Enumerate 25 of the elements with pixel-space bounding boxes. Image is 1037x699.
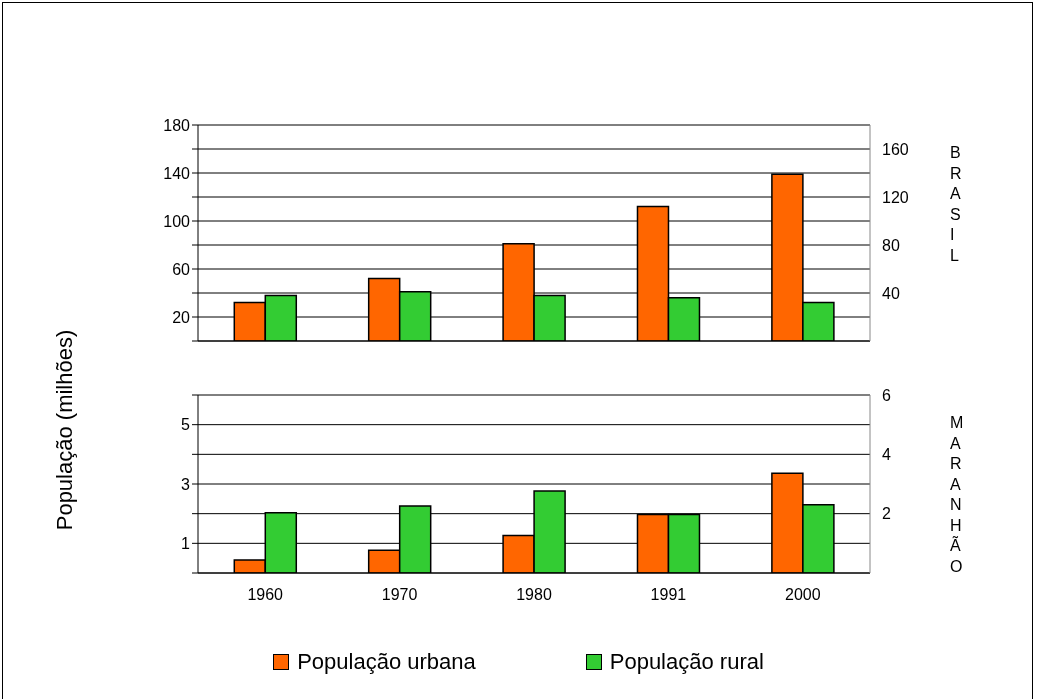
y2-tick-label: 80 [882, 236, 900, 254]
y-axis-title: População (milhões) [52, 329, 78, 531]
y2-tick-label: 120 [882, 188, 909, 206]
y-tick-label: 20 [172, 308, 191, 326]
y2-tick-label: 160 [882, 140, 909, 158]
x-tick-label: 1960 [247, 586, 284, 604]
x-tick-label: 1991 [650, 586, 687, 604]
y-tick-label: 140 [163, 164, 191, 182]
y2-tick-label: 6 [882, 386, 891, 404]
x-tick-label: 1980 [516, 586, 552, 604]
y-tick-label: 3 [181, 475, 191, 493]
legend-label: População urbana [297, 649, 476, 675]
y-tick-label: 100 [163, 212, 191, 230]
y-tick-label: 1 [181, 535, 191, 553]
x-tick-label: 1970 [381, 586, 418, 604]
x-tick-label: 2000 [785, 586, 821, 604]
y2-tick-label: 40 [882, 284, 900, 302]
text: BRASIL [950, 143, 962, 266]
text: MARANHÃO [950, 413, 964, 577]
y2-tick-label: 2 [882, 505, 891, 523]
y-tick-label: 180 [163, 116, 191, 134]
y2-tick-label: 4 [882, 446, 891, 464]
y-tick-label: 60 [172, 260, 191, 278]
legend-label: População rural [609, 649, 764, 675]
y-tick-label: 5 [181, 416, 191, 434]
